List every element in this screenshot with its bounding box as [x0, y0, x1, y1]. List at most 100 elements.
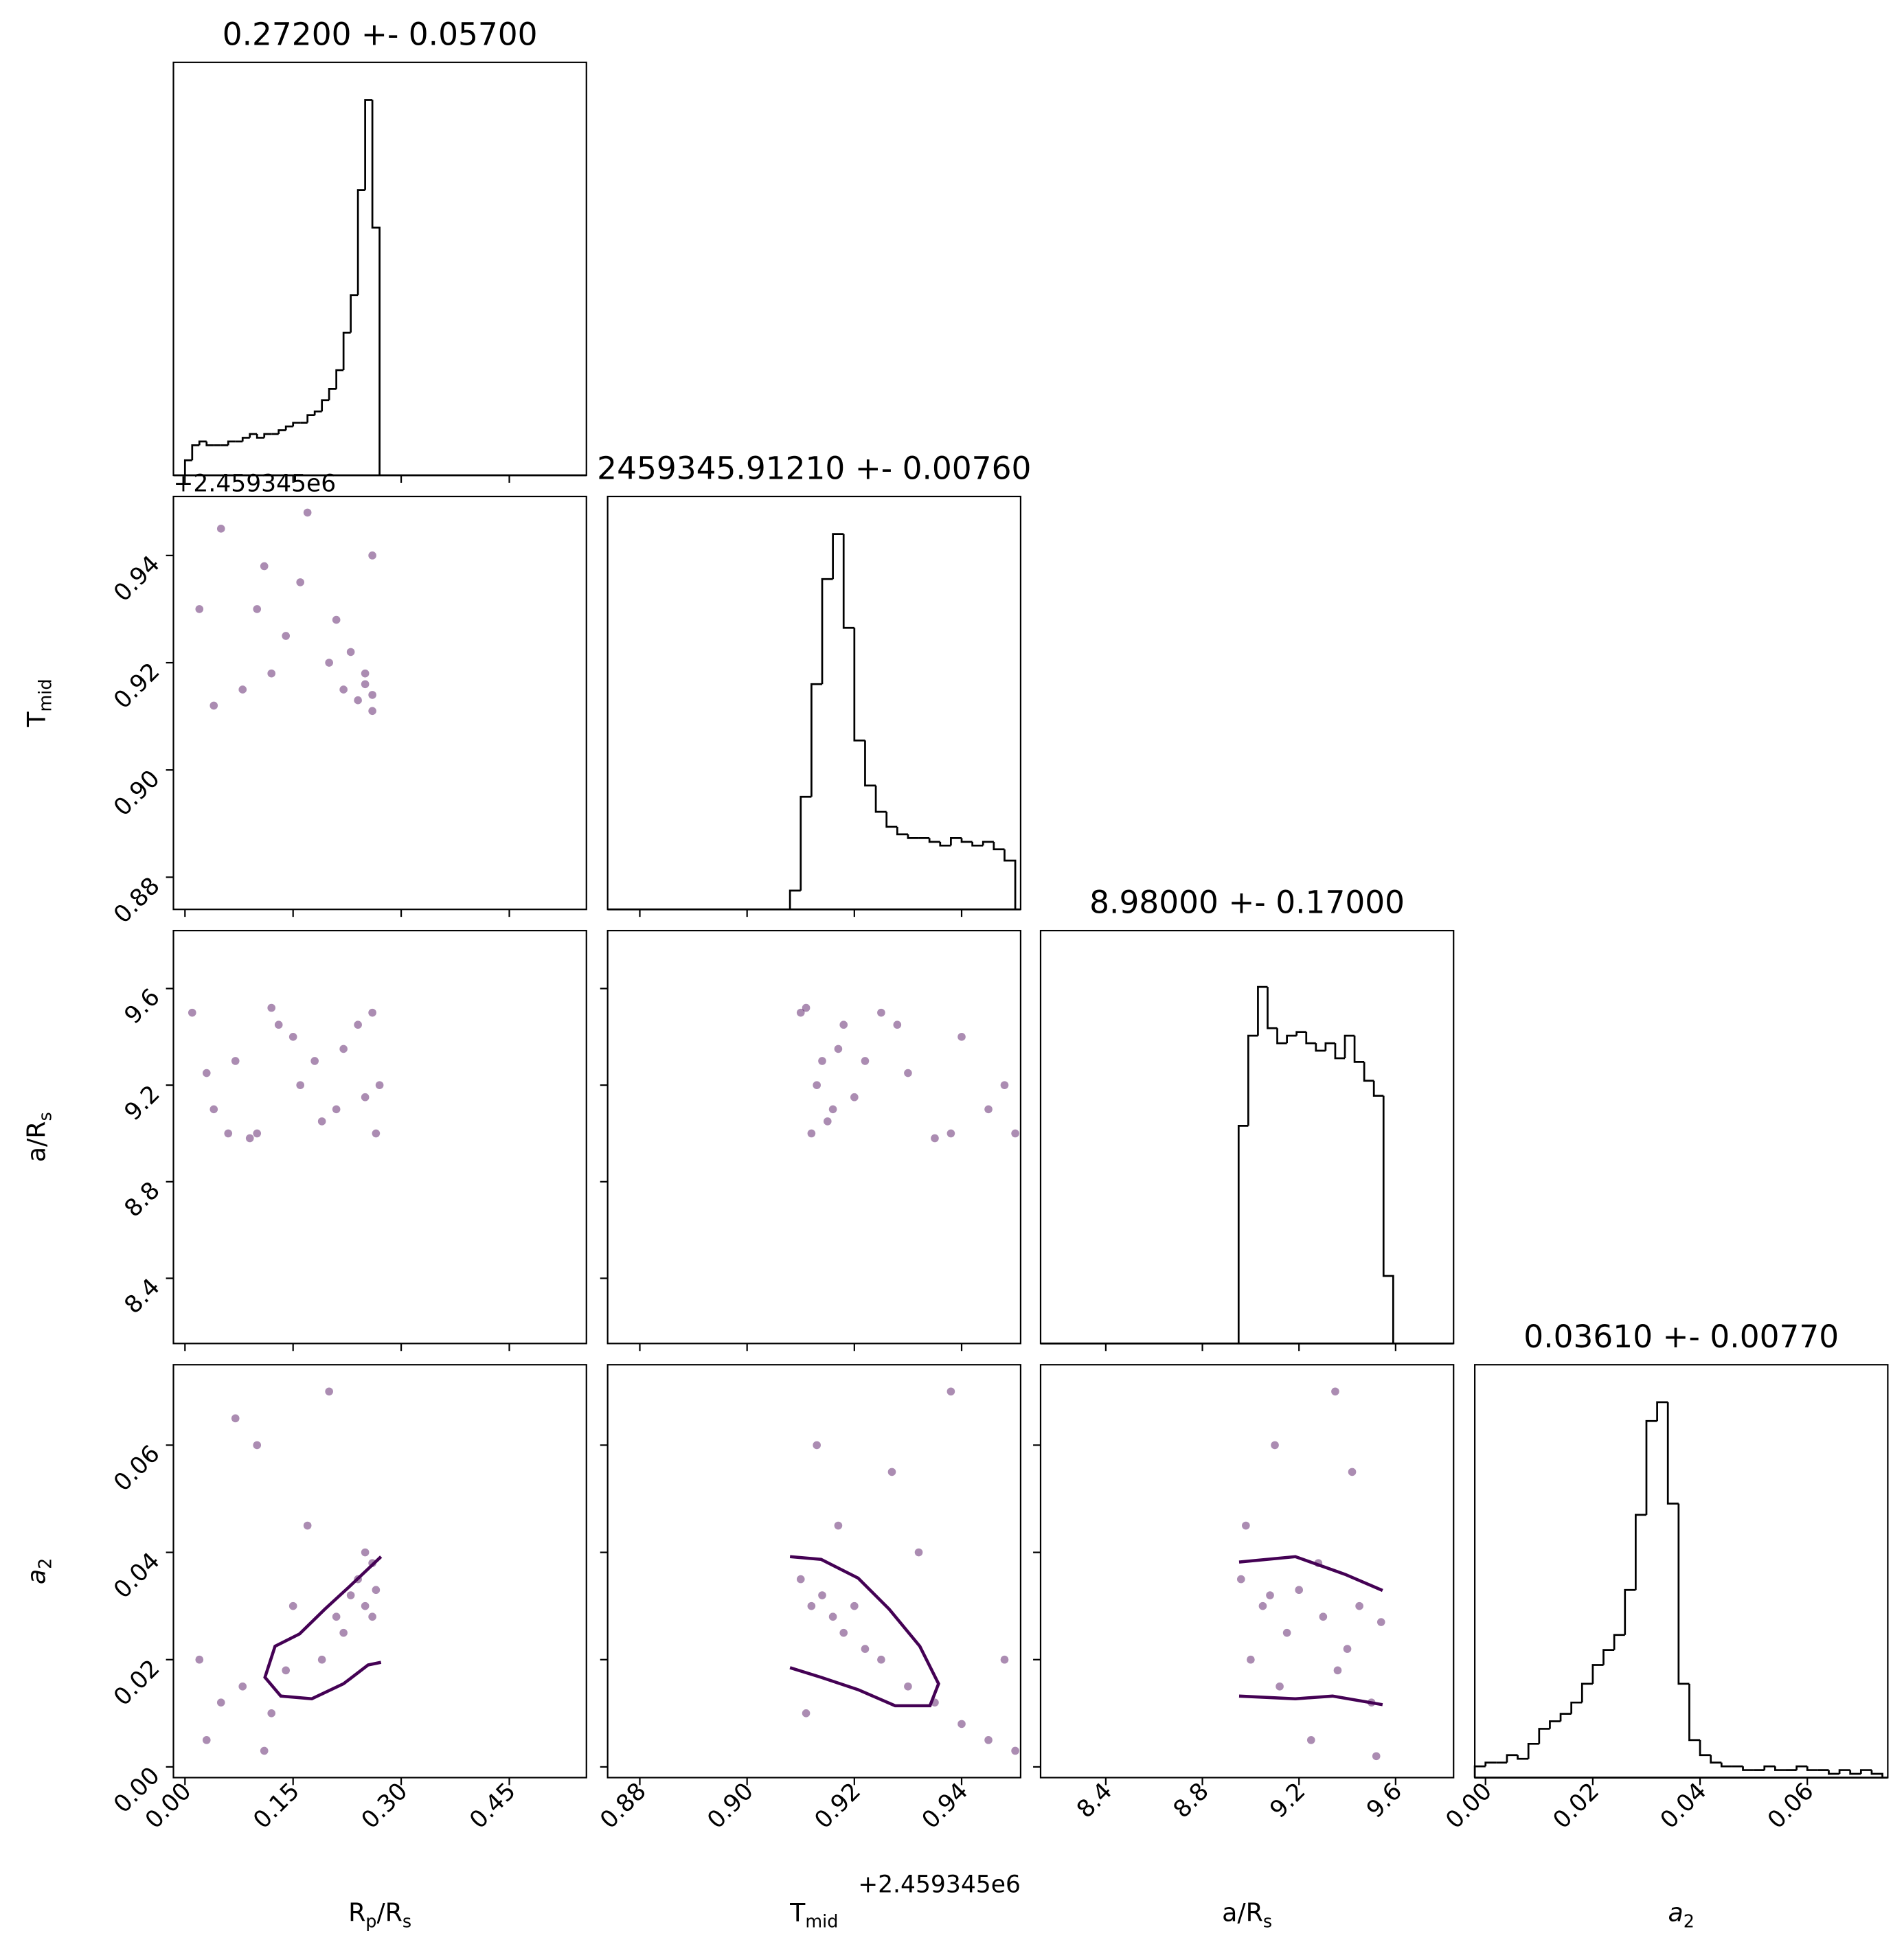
scatter-point: [1266, 1591, 1274, 1599]
scatter-point: [893, 1020, 902, 1029]
axis-label-part: s: [34, 1112, 55, 1121]
scatter-point: [813, 1081, 821, 1089]
y-tick-label: 0.92: [109, 658, 166, 715]
scatter-point: [267, 669, 276, 678]
hist-bin: [1624, 1588, 1636, 1635]
contour-line: [789, 1555, 940, 1708]
axis-label-part: 2: [34, 1558, 55, 1569]
panel-frame: [1474, 1364, 1889, 1779]
hist-bin: [982, 841, 994, 846]
scatter-point: [346, 1591, 355, 1599]
hist-bin: [1527, 1742, 1539, 1759]
hist-bin: [371, 100, 381, 476]
scatter-point: [947, 1387, 955, 1396]
hist-bin: [356, 189, 365, 295]
axis-label-part: T: [21, 711, 51, 728]
y-tick-label: 8.8: [120, 1176, 166, 1222]
hist-bin: [364, 99, 373, 190]
scatter-point: [361, 1548, 370, 1557]
hist-bin: [1591, 1664, 1604, 1684]
scatter-point: [209, 701, 218, 710]
x-tick-label: 0.90: [702, 1777, 759, 1834]
hist-bin: [313, 410, 322, 415]
hist-bin: [1828, 1770, 1840, 1775]
x-tick-label: 0.88: [595, 1777, 652, 1834]
hist-bin: [896, 826, 908, 836]
scatter-point: [296, 578, 304, 586]
axis-label: Rp/Rs: [348, 1897, 411, 1931]
panel-title: 0.27200 +- 0.05700: [223, 16, 538, 52]
hist-bin: [256, 433, 264, 439]
axis-label-part: /R: [376, 1897, 402, 1927]
hist-bin: [1710, 1755, 1722, 1764]
scatter-point: [813, 1441, 821, 1450]
scatter-point: [802, 1709, 811, 1718]
hist-bin: [1806, 1766, 1818, 1771]
scatter-point: [253, 605, 262, 613]
scatter-point: [296, 1081, 304, 1089]
scatter-point: [802, 1003, 811, 1012]
axis-label-part: s: [1263, 1910, 1272, 1931]
scatter-point: [877, 1655, 885, 1664]
scatter-point: [274, 1020, 283, 1029]
x-tick-label: 0.04: [1655, 1777, 1712, 1834]
axis-label: Tmid: [789, 1897, 838, 1931]
scatter-point: [346, 648, 355, 657]
y-tick-label: 0.02: [109, 1654, 166, 1711]
hist-bin: [263, 433, 272, 438]
scatter-point: [202, 1736, 211, 1744]
hist-bin: [335, 369, 344, 389]
x-tick-label: 8.8: [1168, 1777, 1214, 1823]
scatter-point: [231, 1057, 240, 1065]
axis-label: a/Rs: [1222, 1897, 1272, 1931]
hist-bin: [874, 785, 887, 813]
scatter-point: [877, 1008, 885, 1017]
hist-bin: [1506, 1754, 1518, 1763]
scatter-point: [850, 1093, 859, 1102]
hist-bin: [350, 294, 359, 333]
hist-bin: [811, 683, 822, 797]
scatter-point: [1282, 1628, 1291, 1637]
hist-bin: [1286, 1034, 1297, 1044]
axis-label-part: mid: [34, 679, 55, 712]
scatter-point: [1236, 1575, 1245, 1584]
scatter-point: [361, 680, 370, 689]
hist-bin: [832, 533, 844, 580]
scatter-point: [834, 1521, 843, 1530]
hist-bin: [328, 388, 337, 400]
scatter-point: [288, 1601, 297, 1610]
axis-label: a/Rs: [21, 1112, 55, 1162]
scatter-point: [339, 1628, 348, 1637]
scatter-point: [332, 1105, 341, 1114]
scatter-point: [216, 525, 225, 533]
scatter-point: [195, 605, 204, 613]
hist-bin: [292, 422, 301, 427]
hist-bin: [1763, 1765, 1776, 1770]
axis-label-part: a/R: [1222, 1897, 1263, 1927]
hist-bin: [939, 841, 951, 847]
scatter-point: [368, 1612, 376, 1621]
hist-bin: [1870, 1770, 1883, 1778]
hist-bin: [993, 841, 1005, 851]
scatter-point: [253, 1129, 262, 1138]
hist-bin: [842, 534, 854, 629]
scatter-point: [354, 696, 362, 705]
panel-frame: [172, 930, 587, 1345]
hist-bin: [241, 437, 250, 442]
scatter-point: [253, 1441, 262, 1450]
scatter-point: [1343, 1645, 1352, 1653]
scatter-point: [807, 1129, 816, 1138]
panel-frame: [172, 1364, 587, 1779]
scatter-point: [984, 1736, 993, 1744]
scatter-point: [260, 562, 269, 571]
scatter-point: [1306, 1736, 1315, 1744]
y-tick-label: 0.06: [109, 1440, 166, 1497]
scatter-point: [216, 1698, 225, 1707]
panel-frame: [1039, 1364, 1455, 1779]
hist-bin: [1742, 1766, 1754, 1771]
hist-bin: [789, 889, 801, 910]
scatter-point: [202, 1069, 211, 1077]
hist-bin: [1382, 1095, 1394, 1344]
panel-title: 0.03610 +- 0.00770: [1523, 1319, 1839, 1355]
